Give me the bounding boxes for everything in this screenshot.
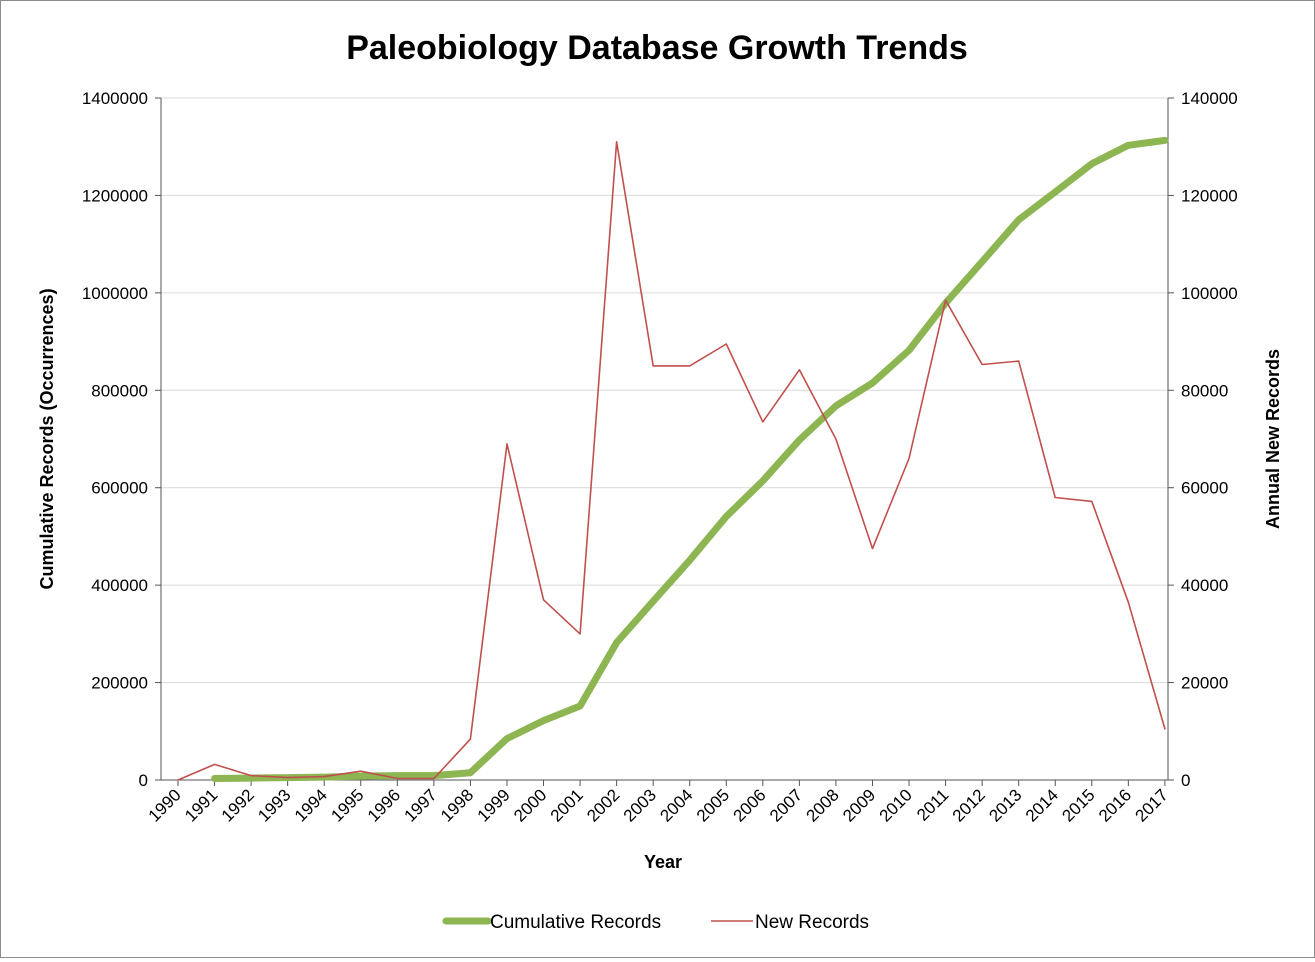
- x-tick-label: 1993: [254, 785, 294, 825]
- x-tick-label: 1990: [145, 785, 185, 825]
- right-y-tick-label: 140000: [1181, 89, 1238, 108]
- x-tick-label: 1994: [291, 785, 331, 825]
- x-tick-label: 2009: [839, 785, 879, 825]
- legend: Cumulative Records New Records: [442, 912, 869, 933]
- x-tick-label: 2001: [547, 785, 587, 825]
- left-y-tick-label: 400000: [91, 576, 148, 595]
- x-tick-label: 1992: [218, 785, 258, 825]
- right-y-tick-label: 40000: [1181, 576, 1228, 595]
- x-tick-label: 2005: [693, 785, 733, 825]
- series-line-new-records: [177, 141, 1166, 781]
- legend-label-new-records: New Records: [755, 912, 869, 933]
- right-y-tick-label: 120000: [1181, 186, 1238, 205]
- x-tick-label: 1995: [327, 785, 367, 825]
- series-line-cumulative-records: [211, 136, 1169, 782]
- right-y-tick-label: 0: [1181, 771, 1190, 790]
- x-tick-label: 1996: [364, 785, 404, 825]
- x-tick-label: 1998: [437, 785, 477, 825]
- left-y-tick-label: 1400000: [82, 89, 148, 108]
- x-tick-label: 2006: [729, 785, 769, 825]
- x-tick-label: 2016: [1095, 785, 1135, 825]
- right-y-axis-title: Annual New Records: [1263, 349, 1283, 529]
- x-tick-label: 1991: [181, 785, 221, 825]
- left-y-axis-title: Cumulative Records (Occurrences): [37, 288, 57, 589]
- right-y-tick-label: 80000: [1181, 381, 1228, 400]
- x-tick-label: 2007: [766, 785, 806, 825]
- left-y-tick-label: 1200000: [82, 186, 148, 205]
- x-tick-label: 2014: [1022, 785, 1062, 825]
- x-tick-label: 2002: [583, 785, 623, 825]
- x-tick-label: 2010: [876, 785, 916, 825]
- left-y-tick-label: 200000: [91, 674, 148, 693]
- right-y-axis-tick-labels: 0 20000 40000 60000 80000 100000 120000 140000: [1181, 89, 1238, 790]
- left-y-tick-label: 600000: [91, 479, 148, 498]
- x-tick-label: 2000: [510, 785, 550, 825]
- x-tick-label: 1997: [401, 785, 441, 825]
- gridlines: [161, 97, 1168, 684]
- x-tick-label: 2008: [803, 785, 843, 825]
- x-tick-label: 2013: [985, 785, 1025, 825]
- series-lines: [177, 136, 1169, 782]
- chart-title: Paleobiology Database Growth Trends: [346, 29, 968, 67]
- x-tick-label: 2012: [949, 785, 989, 825]
- legend-label-cumulative-records: Cumulative Records: [490, 912, 661, 933]
- x-tick-label: 2015: [1058, 785, 1098, 825]
- x-axis-title: Year: [644, 852, 682, 872]
- left-y-tick-label: 1000000: [82, 284, 148, 303]
- x-tick-label: 2004: [656, 785, 696, 825]
- x-axis-tick-labels: 1990199119921993199419951996199719981999…: [145, 785, 1172, 825]
- x-tick-label: 1999: [474, 785, 514, 825]
- x-tick-label: 2011: [913, 785, 952, 824]
- x-tick-label: 2003: [620, 785, 660, 825]
- x-tick-label: 2017: [1132, 785, 1172, 825]
- right-y-tick-label: 20000: [1181, 674, 1228, 693]
- right-y-tick-label: 60000: [1181, 479, 1228, 498]
- left-y-tick-label: 0: [139, 771, 148, 790]
- left-y-tick-label: 800000: [91, 381, 148, 400]
- left-y-axis-tick-labels: 0 200000 400000 600000 800000 1000000 1200000 1…: [82, 89, 148, 790]
- right-y-tick-label: 100000: [1181, 284, 1238, 303]
